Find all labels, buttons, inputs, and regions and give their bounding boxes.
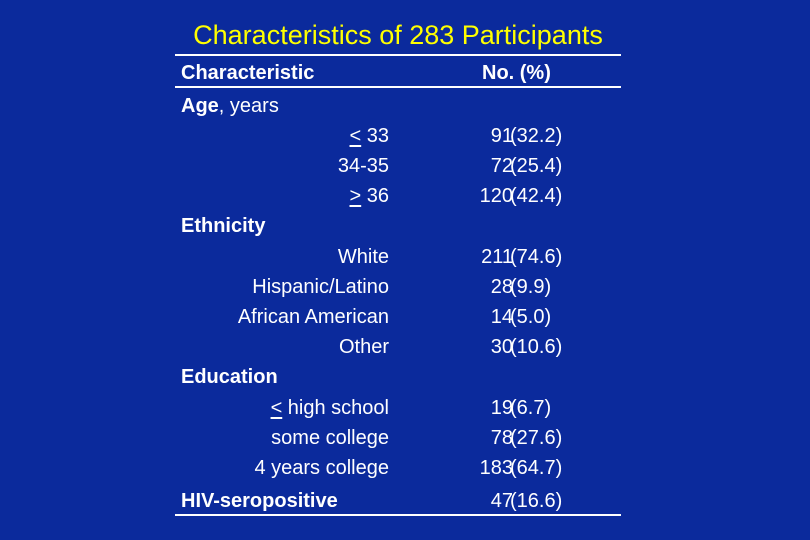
row-percent: (42.4) — [510, 185, 563, 207]
row-count: 47 — [490, 490, 513, 512]
row-count: 91 — [490, 125, 513, 147]
row-label: Other — [338, 336, 389, 358]
row-count: 183 — [479, 457, 513, 479]
table-row: < 33 91 (32.2) — [175, 121, 621, 151]
row-label: > 36 — [349, 185, 390, 207]
row-count: 19 — [490, 397, 513, 419]
header-rule — [175, 86, 621, 88]
row-count: 211 — [481, 246, 513, 268]
row-percent: (9.9) — [510, 276, 552, 298]
row-percent: (16.6) — [510, 490, 563, 512]
row-label: < high school — [270, 397, 389, 419]
ethnicity-label: Ethnicity — [181, 215, 266, 237]
row-percent: (25.4) — [510, 155, 563, 177]
age-label: Age — [181, 95, 219, 117]
section-heading-age: Age, years — [175, 91, 621, 121]
row-count: 72 — [490, 155, 513, 177]
education-label: Education — [181, 366, 278, 388]
table-top-rule — [175, 54, 621, 56]
row-label: some college — [271, 427, 389, 449]
row-count: 28 — [490, 276, 513, 298]
row-percent: (6.7) — [510, 397, 552, 419]
table-row: some college 78 (27.6) — [175, 423, 621, 453]
row-label: Hispanic/Latino — [252, 276, 389, 298]
table-row-hiv: HIV-seropositive 47 (16.6) — [175, 486, 621, 516]
section-heading-ethnicity: Ethnicity — [175, 211, 621, 241]
row-percent: (32.2) — [510, 125, 563, 147]
table-row: 34-35 72 (25.4) — [175, 151, 621, 181]
slide-title: Characteristics of 283 Participants — [193, 20, 603, 50]
row-label: 4 years college — [254, 457, 389, 479]
section-heading-education: Education — [175, 362, 621, 392]
table-row: Hispanic/Latino 28 (9.9) — [175, 272, 621, 302]
table-row: Other 30 (10.6) — [175, 332, 621, 362]
row-count: 14 — [490, 306, 513, 328]
row-label: < 33 — [349, 125, 390, 147]
table-row: African American 14 (5.0) — [175, 302, 621, 332]
table-row: < high school 19 (6.7) — [175, 393, 621, 423]
table-bottom-rule — [175, 514, 621, 516]
hiv-label: HIV-seropositive — [181, 490, 338, 512]
column-header-characteristic: Characteristic — [181, 62, 315, 84]
row-percent: (5.0) — [510, 306, 552, 328]
age-unit: , years — [218, 95, 279, 117]
row-count: 30 — [490, 336, 513, 358]
table-row: White 211 (74.6) — [175, 242, 621, 272]
less-equal-symbol: < — [349, 125, 362, 147]
row-percent: (27.6) — [510, 427, 563, 449]
row-label: White — [337, 246, 389, 268]
less-equal-symbol: < — [270, 397, 283, 419]
greater-equal-symbol: > — [349, 185, 362, 207]
table-row: 4 years college 183 (64.7) — [175, 453, 621, 483]
column-header-count: No. (%) — [482, 62, 551, 84]
row-percent: (10.6) — [510, 336, 563, 358]
row-count: 120 — [479, 185, 513, 207]
row-percent: (74.6) — [510, 246, 563, 268]
row-label: 34-35 — [337, 155, 389, 177]
row-percent: (64.7) — [510, 457, 563, 479]
table-row: > 36 120 (42.4) — [175, 181, 621, 211]
row-label: African American — [237, 306, 389, 328]
row-count: 78 — [490, 427, 513, 449]
